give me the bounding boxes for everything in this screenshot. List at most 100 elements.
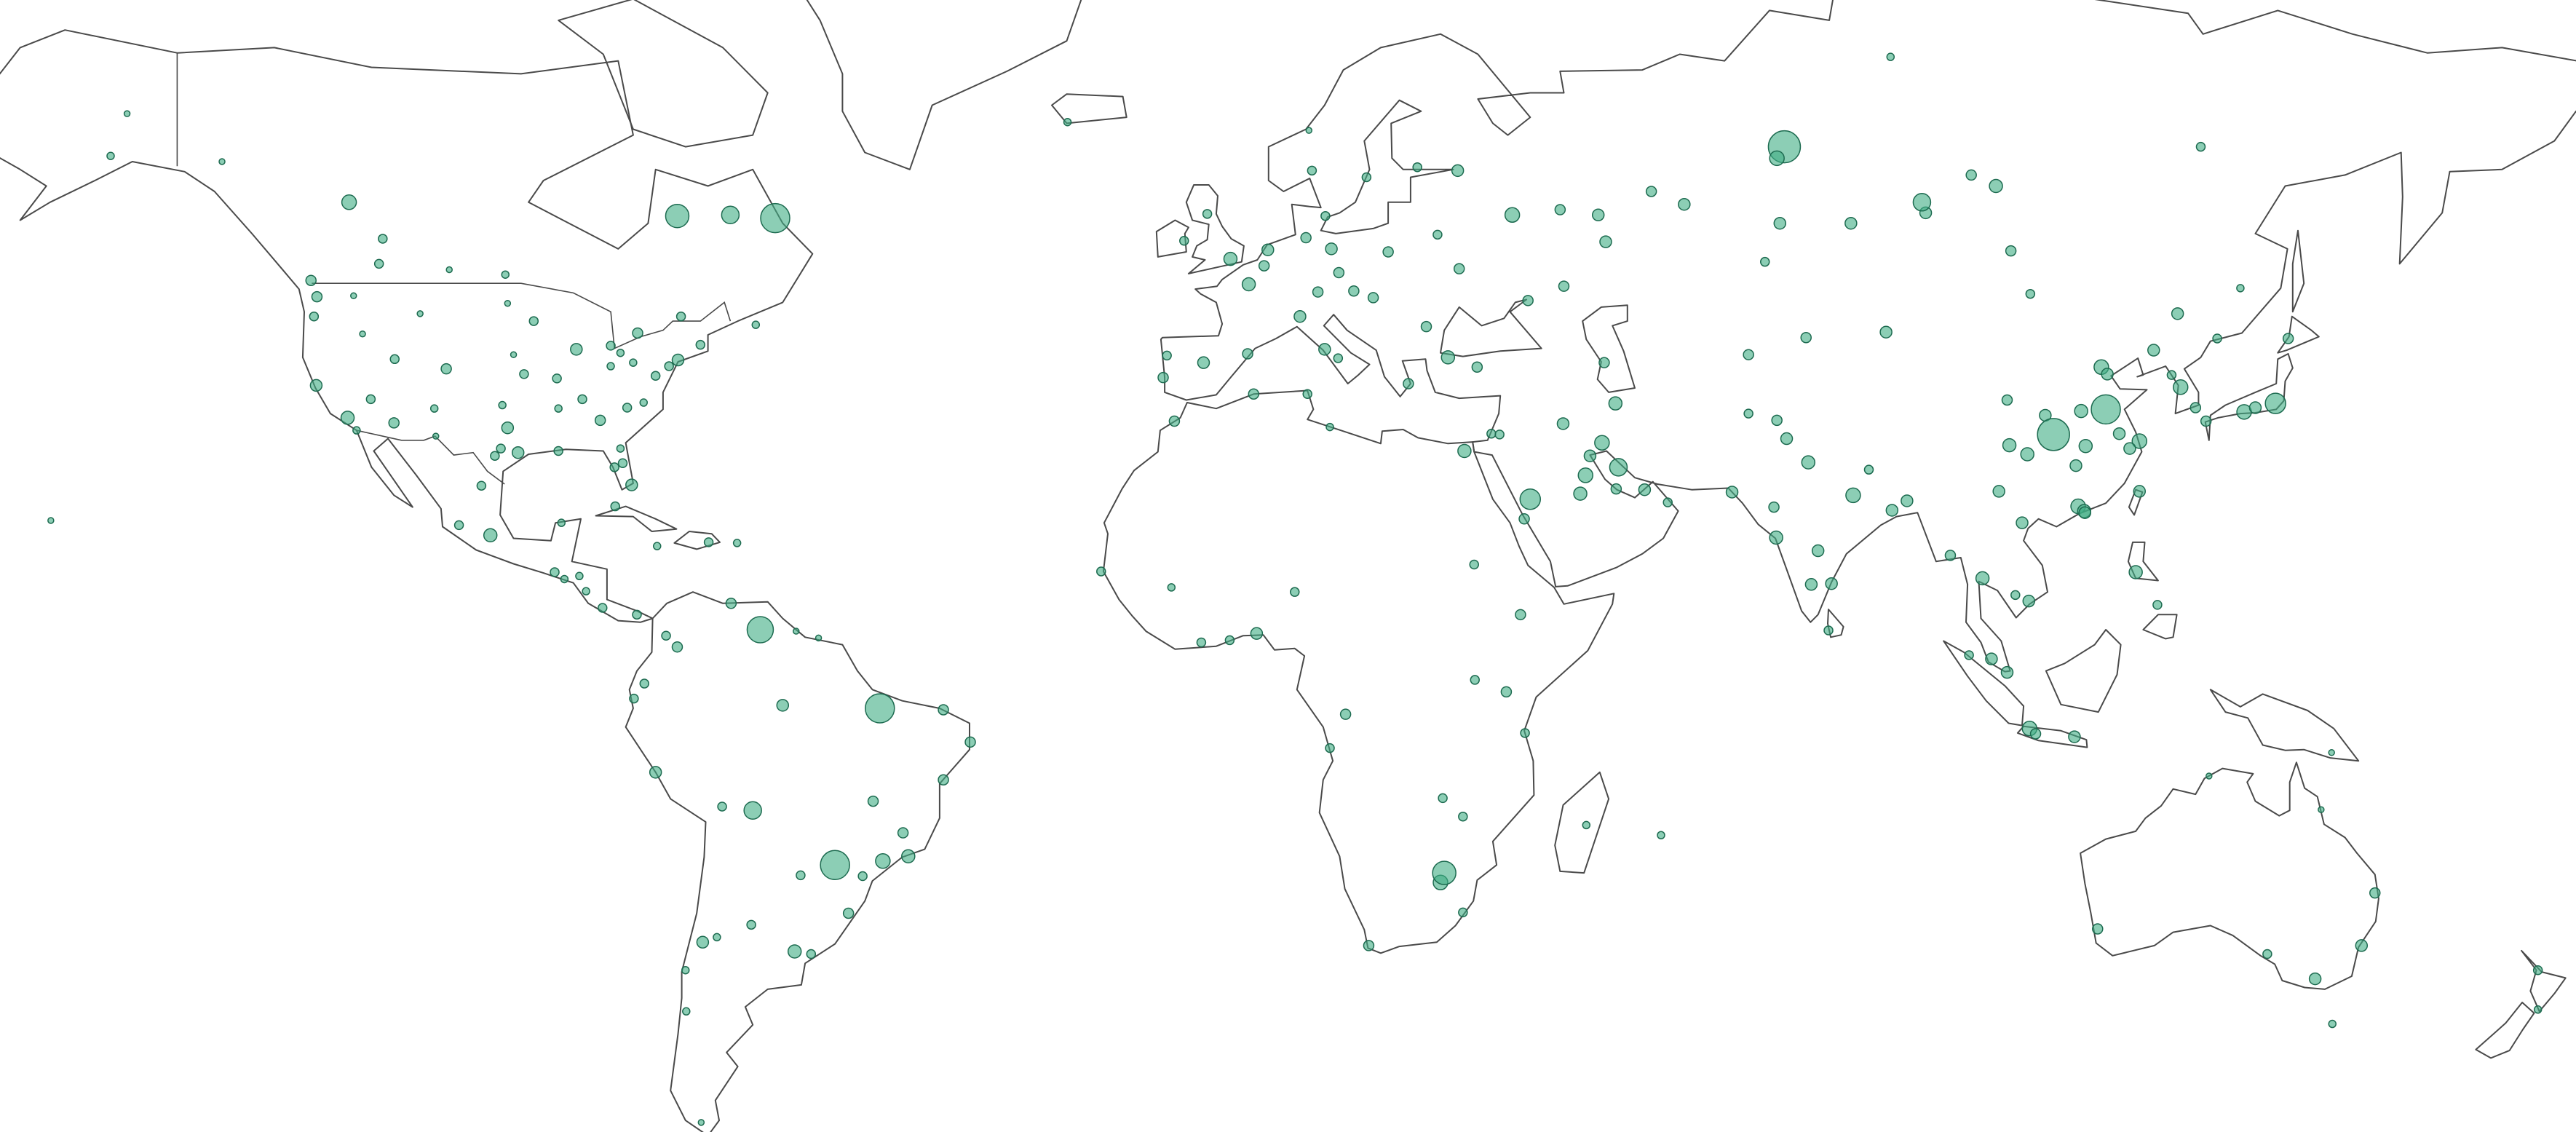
place-marker <box>1608 396 1623 411</box>
place-marker <box>1599 235 1612 248</box>
place-marker <box>1598 357 1610 368</box>
place-marker <box>483 528 498 543</box>
place-marker <box>350 292 357 300</box>
place-marker <box>2002 438 2017 453</box>
place-marker <box>106 151 115 160</box>
coastline <box>2521 949 2567 1013</box>
place-marker <box>1583 449 1597 462</box>
place-marker <box>1645 186 1657 197</box>
place-marker <box>1638 483 1652 496</box>
place-marker <box>2195 141 2206 152</box>
place-marker <box>1609 458 1628 477</box>
place-marker <box>528 316 539 326</box>
place-marker <box>2262 949 2272 959</box>
place-marker <box>1863 464 1874 475</box>
place-marker <box>664 361 674 371</box>
place-marker <box>1769 150 1785 167</box>
place-marker <box>2173 379 2189 395</box>
place-marker <box>606 341 616 351</box>
place-marker <box>1845 487 1861 504</box>
place-marker <box>743 801 762 820</box>
place-marker <box>1300 231 1312 244</box>
place-marker <box>498 400 507 410</box>
place-marker <box>901 849 916 864</box>
place-marker <box>2152 600 2163 610</box>
place-marker <box>1657 831 1665 840</box>
place-marker <box>1363 940 1375 951</box>
place-marker <box>617 458 628 469</box>
place-marker <box>661 630 671 641</box>
place-marker <box>1293 309 1307 323</box>
place-marker <box>510 351 518 358</box>
place-marker <box>554 404 563 413</box>
place-marker <box>1591 208 1605 222</box>
place-marker <box>1457 443 1472 459</box>
place-marker <box>681 965 690 975</box>
place-marker <box>1471 361 1483 373</box>
place-marker <box>2133 485 2147 498</box>
place-marker <box>341 194 357 210</box>
place-marker <box>1743 349 1754 360</box>
place-marker <box>1339 708 1352 720</box>
place-marker <box>2166 370 2177 380</box>
place-marker <box>1348 285 1360 297</box>
place-marker <box>671 641 683 653</box>
place-marker <box>1420 320 1432 333</box>
place-marker <box>445 266 453 274</box>
place-marker <box>1743 408 1753 419</box>
place-marker <box>1825 577 1838 590</box>
place-marker <box>787 944 802 959</box>
place-marker <box>1975 571 1990 586</box>
place-marker <box>1320 210 1331 221</box>
place-marker <box>2010 590 2021 601</box>
place-marker <box>123 110 131 117</box>
place-marker <box>575 571 584 581</box>
place-marker <box>511 446 525 459</box>
place-marker <box>2533 1005 2543 1014</box>
place-marker <box>1179 235 1189 246</box>
place-marker <box>622 403 633 413</box>
place-marker <box>1965 169 1977 181</box>
place-marker <box>378 234 388 244</box>
place-marker <box>359 330 366 338</box>
place-marker <box>938 704 949 716</box>
place-marker <box>598 603 608 613</box>
place-marker <box>1944 550 1957 561</box>
coastline <box>2277 315 2320 354</box>
place-marker <box>616 444 625 453</box>
place-marker <box>639 678 650 689</box>
place-marker <box>696 935 710 949</box>
place-marker <box>697 1119 705 1126</box>
place-marker <box>1333 353 1344 363</box>
place-marker <box>1500 686 1513 698</box>
place-marker <box>1518 513 1530 525</box>
place-marker <box>2078 438 2093 454</box>
place-marker <box>1412 162 1422 173</box>
place-marker <box>2318 806 2325 813</box>
place-marker <box>305 274 317 286</box>
place-marker <box>577 394 587 405</box>
place-marker <box>1202 209 1213 219</box>
place-marker <box>675 311 686 322</box>
place-marker <box>1879 325 1893 339</box>
place-marker <box>610 501 620 512</box>
place-marker <box>1573 486 1588 501</box>
place-marker <box>2037 418 2070 451</box>
place-marker <box>1367 292 1379 304</box>
border-line <box>356 430 505 485</box>
coastline <box>1155 219 1189 258</box>
place-marker <box>2101 368 2114 381</box>
place-marker <box>352 426 361 435</box>
place-marker <box>776 699 790 712</box>
place-marker <box>1470 675 1481 685</box>
place-marker <box>717 801 727 812</box>
place-marker <box>1223 251 1238 266</box>
place-marker <box>2236 284 2245 293</box>
place-marker <box>552 373 562 384</box>
coastline <box>2045 629 2122 713</box>
place-marker <box>1989 178 2003 194</box>
place-marker <box>1305 127 1313 134</box>
